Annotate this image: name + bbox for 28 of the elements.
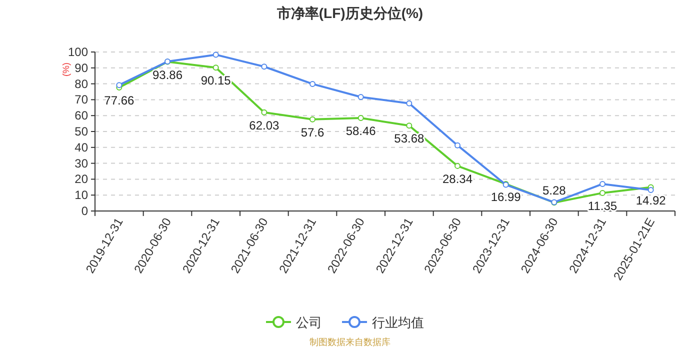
y-axis-title: (%): [61, 62, 71, 76]
text: 90.15: [200, 74, 231, 88]
y-tick-label: 80: [74, 76, 88, 91]
y-tick-label: 90: [74, 60, 88, 75]
y-tick-label: 40: [74, 140, 88, 154]
text: 14.92: [636, 193, 666, 208]
text: 93.86: [152, 68, 183, 82]
y-tick-label: 30: [74, 156, 88, 170]
y-tick-label: 20: [74, 172, 88, 186]
y-tick-label: 70: [74, 92, 88, 107]
text: 57.6: [300, 125, 324, 140]
text: 28.34: [442, 172, 473, 186]
text: 58.46: [346, 124, 376, 138]
y-tick-label: 50: [74, 124, 88, 138]
y-tick-label: 100: [68, 45, 88, 59]
text: 53.68: [394, 132, 424, 146]
y-tick-label: 0: [81, 204, 88, 218]
text: 16.99: [490, 190, 521, 204]
legend-label: 行业均值: [372, 315, 424, 330]
y-tick-label: 10: [74, 188, 88, 202]
text: 制图数据来自数据库: [310, 337, 390, 347]
text: 5.28: [542, 184, 566, 198]
text: 62.03: [249, 118, 280, 132]
chart-title: 市净率(LF)历史分位(%): [276, 5, 424, 21]
legend-label: 公司: [296, 315, 322, 330]
text: 77.66: [104, 94, 134, 108]
text: 11.35: [588, 198, 618, 213]
y-tick-label: 60: [74, 108, 88, 123]
